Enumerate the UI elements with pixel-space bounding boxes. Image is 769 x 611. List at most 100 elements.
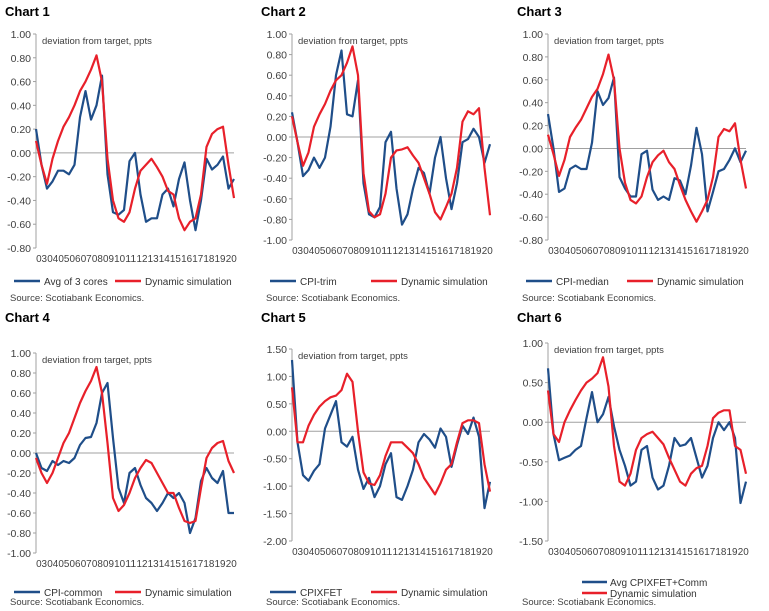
x-tick-label: 17 bbox=[704, 245, 715, 257]
x-tick-label: 10 bbox=[626, 546, 637, 558]
source-note: Source: Scotiabank Economics. bbox=[522, 293, 656, 304]
x-tick-label: 06 bbox=[326, 245, 337, 257]
x-tick-label: 04 bbox=[559, 546, 570, 558]
x-tick-label: 14 bbox=[415, 245, 426, 257]
source-note: Source: Scotiabank Economics. bbox=[10, 293, 144, 304]
x-tick-label: 15 bbox=[170, 253, 181, 265]
y-tick-label: -1.00 bbox=[519, 496, 543, 508]
series-line-simulation bbox=[34, 54, 236, 232]
y-tick-label: -0.80 bbox=[7, 528, 31, 540]
x-tick-label: 11 bbox=[381, 546, 392, 558]
axis-annotation: deviation from target, ppts bbox=[42, 36, 152, 47]
x-tick-label: 03 bbox=[36, 253, 47, 265]
x-tick-label: 12 bbox=[392, 546, 403, 558]
legend-label: Dynamic simulation bbox=[145, 588, 232, 599]
x-tick-label: 11 bbox=[125, 253, 136, 265]
x-tick-label: 18 bbox=[715, 546, 726, 558]
y-tick-label: -1.00 bbox=[263, 235, 287, 247]
y-tick-label: 0.50 bbox=[267, 399, 288, 411]
x-tick-label: 11 bbox=[637, 546, 648, 558]
x-tick-label: 05 bbox=[570, 546, 581, 558]
x-tick-label: 10 bbox=[370, 546, 381, 558]
x-tick-label: 13 bbox=[660, 245, 671, 257]
x-tick-label: 12 bbox=[136, 253, 147, 265]
y-tick-label: 0.80 bbox=[523, 52, 544, 64]
legend-label: Avg of 3 cores bbox=[44, 277, 108, 288]
series-line-actual bbox=[290, 49, 492, 226]
y-tick-label: 0.00 bbox=[267, 132, 288, 144]
x-tick-label: 09 bbox=[359, 546, 370, 558]
chart-title: Chart 5 bbox=[261, 310, 306, 325]
source-note: Source: Scotiabank Economics. bbox=[266, 597, 400, 608]
x-tick-label: 17 bbox=[448, 245, 459, 257]
x-tick-label: 19 bbox=[215, 253, 226, 265]
x-tick-label: 14 bbox=[159, 253, 170, 265]
y-tick-label: 0.80 bbox=[267, 50, 288, 62]
x-tick-label: 07 bbox=[593, 245, 604, 257]
chart-6: Chart 6 1.00 0.50 0.00 -0.50 -1.00 -1.50 deviat… bbox=[517, 310, 749, 608]
y-tick-label: 0.40 bbox=[11, 100, 32, 112]
x-tick-label: 15 bbox=[426, 245, 437, 257]
source-note: Source: Scotiabank Economics. bbox=[266, 293, 400, 304]
x-tick-label: 03 bbox=[292, 546, 303, 558]
y-tick-label: 0.40 bbox=[267, 91, 288, 103]
x-tick-label: 07 bbox=[81, 253, 92, 265]
axis-annotation: deviation from target, ppts bbox=[298, 36, 408, 47]
x-tick-label: 06 bbox=[70, 253, 81, 265]
x-tick-label: 18 bbox=[203, 253, 214, 265]
y-tick-label: 0.60 bbox=[267, 70, 288, 82]
x-tick-label: 18 bbox=[715, 245, 726, 257]
y-tick-label: -1.00 bbox=[7, 548, 31, 560]
x-tick-label: 15 bbox=[426, 546, 437, 558]
x-tick-label: 12 bbox=[648, 546, 659, 558]
y-tick-label: 0.40 bbox=[11, 408, 32, 420]
x-tick-label: 18 bbox=[459, 546, 470, 558]
x-tick-label: 20 bbox=[226, 558, 237, 570]
x-tick-label: 16 bbox=[181, 558, 192, 570]
x-tick-label: 13 bbox=[148, 253, 159, 265]
x-tick-label: 16 bbox=[693, 546, 704, 558]
x-tick-label: 05 bbox=[58, 558, 69, 570]
x-tick-label: 08 bbox=[604, 546, 615, 558]
x-tick-label: 03 bbox=[292, 245, 303, 257]
y-tick-label: 1.00 bbox=[11, 348, 32, 360]
x-tick-label: 15 bbox=[682, 546, 693, 558]
x-tick-label: 14 bbox=[415, 546, 426, 558]
x-tick-label: 03 bbox=[548, 546, 559, 558]
chart-5-panel: Chart 5 1.50 1.00 0.50 0.00 -0.50 -1.00 -1.50 -2… bbox=[256, 306, 512, 611]
legend-label: CPIXFET bbox=[300, 588, 342, 599]
x-tick-label: 19 bbox=[215, 558, 226, 570]
y-tick-label: 1.00 bbox=[267, 29, 288, 41]
x-tick-label: 07 bbox=[81, 558, 92, 570]
x-tick-label: 06 bbox=[70, 558, 81, 570]
axis-annotation: deviation from target, ppts bbox=[298, 351, 408, 362]
legend-label: CPI-median bbox=[556, 277, 609, 288]
y-tick-label: -1.50 bbox=[263, 509, 287, 521]
x-tick-label: 13 bbox=[404, 546, 415, 558]
y-tick-label: -0.50 bbox=[263, 454, 287, 466]
x-tick-label: 09 bbox=[103, 558, 114, 570]
y-tick-label: -0.40 bbox=[519, 189, 543, 201]
y-tick-label: 0.00 bbox=[11, 448, 32, 460]
x-tick-label: 11 bbox=[125, 558, 136, 570]
y-tick-label: 0.80 bbox=[11, 368, 32, 380]
y-tick-label: 0.20 bbox=[11, 124, 32, 136]
chart-3-panel: Chart 3 1.00 0.80 0.60 0.40 0.20 0.00 -0.20 -0.4… bbox=[512, 0, 768, 305]
y-tick-label: 0.00 bbox=[267, 426, 288, 438]
x-tick-label: 10 bbox=[370, 245, 381, 257]
y-tick-label: 0.00 bbox=[523, 143, 544, 155]
chart-title: Chart 2 bbox=[261, 4, 306, 19]
x-tick-label: 06 bbox=[582, 546, 593, 558]
x-tick-label: 09 bbox=[615, 245, 626, 257]
chart-6-panel: Chart 6 1.00 0.50 0.00 -0.50 -1.00 -1.50 deviat… bbox=[512, 306, 768, 611]
y-tick-label: 0.50 bbox=[523, 378, 544, 390]
x-tick-label: 07 bbox=[593, 546, 604, 558]
x-tick-label: 08 bbox=[348, 245, 359, 257]
y-tick-label: -0.60 bbox=[519, 212, 543, 224]
y-tick-label: 0.60 bbox=[11, 388, 32, 400]
chart-1-panel: Chart 1 1.00 0.80 0.60 0.40 0.20 0.00 -0.20 -0.4… bbox=[0, 0, 256, 305]
chart-title: Chart 4 bbox=[5, 310, 51, 325]
x-tick-label: 03 bbox=[548, 245, 559, 257]
legend-label: Dynamic simulation bbox=[401, 588, 488, 599]
x-tick-label: 10 bbox=[626, 245, 637, 257]
